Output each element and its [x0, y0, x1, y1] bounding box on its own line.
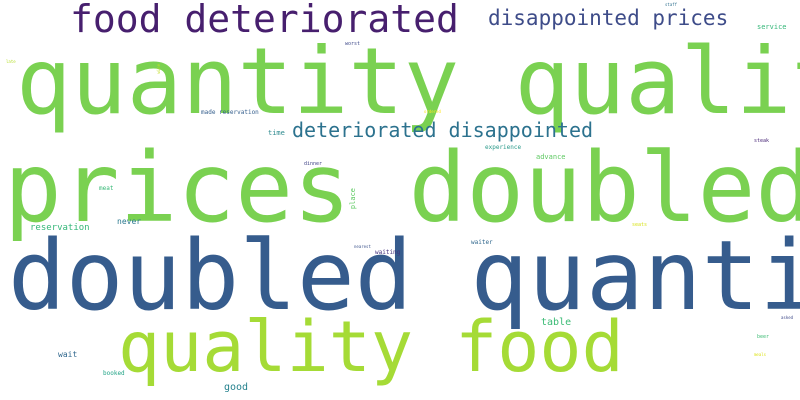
word-asked: asked — [781, 315, 794, 320]
word-good: good — [224, 382, 249, 393]
word-table: table — [541, 317, 572, 328]
word-steak: steak — [754, 138, 770, 144]
word-wait: wait — [58, 350, 78, 359]
word-service: service — [757, 23, 787, 31]
word-place: place — [349, 188, 357, 210]
word-disappointed-prices: disappointed prices — [488, 6, 729, 30]
word-beer: beer — [757, 334, 770, 340]
word-quantity-quality: quantity quality — [16, 28, 800, 135]
word-waiting: waiting — [375, 249, 401, 256]
word-waiter: waiter — [471, 239, 493, 246]
word-deteriorated-disappointed: deteriorated disappointed — [292, 118, 594, 142]
word-advance: advance — [536, 153, 566, 161]
word-time: time — [268, 129, 285, 137]
word-meals: meals — [754, 352, 767, 357]
word-quality-food: quality food — [118, 306, 624, 388]
word-doubled-quantity: doubled quantity — [8, 220, 800, 332]
word-reservation: reservation — [30, 223, 90, 233]
word-dinner: dinner — [304, 161, 323, 167]
word-ordered: ordered — [424, 109, 441, 114]
word-experience: experience — [485, 144, 522, 151]
word-prices-doubled: prices doubled — [4, 132, 800, 244]
word-late: late — [6, 59, 16, 64]
word-worst: worst — [345, 41, 361, 47]
word-never: never — [117, 217, 142, 226]
word-made-reservation: made reservation — [201, 109, 259, 116]
word-booked: booked — [103, 370, 125, 377]
word-wine: wine — [156, 64, 161, 74]
word-nearest: nearest — [354, 244, 371, 249]
word-meat: meat — [99, 185, 114, 192]
word-staff: staff — [665, 2, 678, 7]
word-seats: seats — [632, 222, 648, 228]
word-food-deteriorated: food deteriorated — [70, 0, 459, 41]
